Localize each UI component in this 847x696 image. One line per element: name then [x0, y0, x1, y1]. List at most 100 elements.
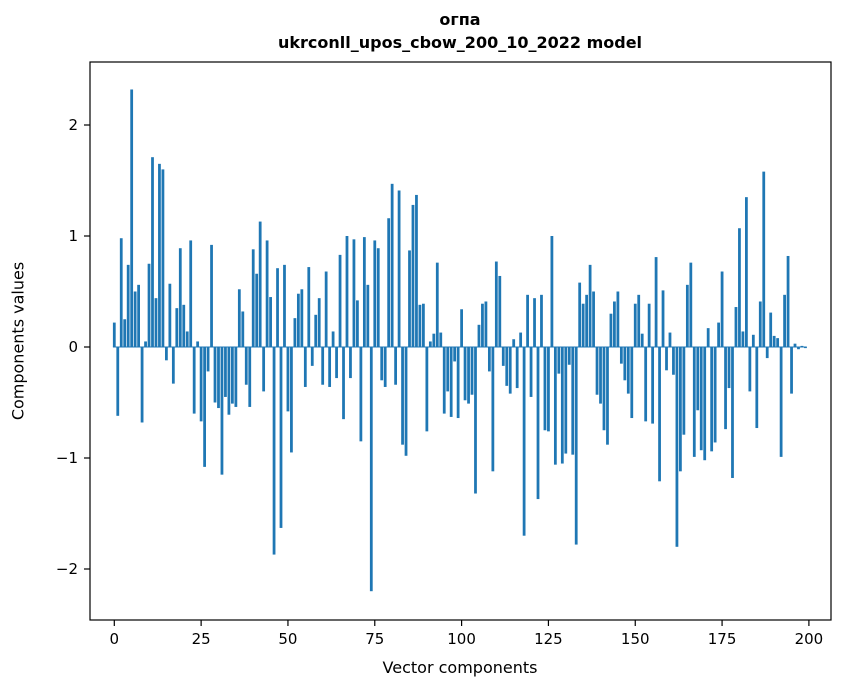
bar	[779, 347, 783, 457]
bar	[793, 343, 797, 347]
bar	[366, 284, 370, 347]
bar	[467, 347, 470, 404]
bar	[383, 347, 387, 387]
y-tick-label: 1	[68, 227, 78, 245]
bar	[460, 309, 463, 347]
bar	[637, 294, 641, 347]
bar	[130, 89, 134, 347]
bar	[255, 273, 259, 347]
bar	[258, 221, 262, 347]
bar	[769, 312, 773, 347]
bar	[515, 347, 519, 389]
bar	[616, 291, 620, 347]
bar	[453, 347, 457, 362]
bar	[585, 294, 589, 347]
x-axis-label: Vector components	[382, 658, 538, 677]
bar	[501, 347, 505, 366]
bar	[613, 301, 616, 347]
bar	[175, 308, 179, 347]
bar	[672, 347, 675, 375]
bar	[158, 163, 161, 347]
bar	[265, 240, 269, 347]
bar	[553, 347, 557, 465]
bar	[397, 190, 401, 347]
bar	[470, 347, 474, 395]
bar	[578, 282, 582, 347]
bar	[668, 332, 672, 347]
bar	[442, 347, 446, 414]
y-tick-label: −2	[56, 560, 78, 578]
bar	[269, 297, 272, 347]
bar	[529, 347, 533, 397]
bar	[661, 290, 665, 347]
bar	[394, 347, 397, 385]
bar	[203, 347, 206, 467]
bar	[564, 347, 568, 454]
bar	[418, 304, 422, 347]
bar	[710, 347, 714, 452]
bar	[449, 347, 453, 417]
bar	[772, 335, 776, 347]
bar	[734, 307, 738, 347]
bar	[547, 347, 550, 432]
bar	[665, 347, 668, 371]
bar	[279, 347, 283, 528]
bar	[651, 347, 655, 424]
bar	[491, 347, 495, 472]
bar	[540, 294, 543, 347]
bar	[571, 347, 575, 455]
bar	[703, 347, 707, 461]
bar	[592, 291, 595, 347]
bar	[713, 347, 717, 443]
plot-spines	[89, 61, 832, 621]
bar	[237, 289, 241, 347]
x-tick-label: 150	[621, 630, 650, 648]
bar	[804, 347, 807, 349]
bar	[494, 261, 498, 347]
bar	[633, 303, 637, 347]
bar	[435, 262, 439, 347]
bars-group	[112, 89, 807, 592]
bar	[658, 347, 661, 482]
bar	[557, 347, 561, 374]
bar	[369, 347, 373, 592]
x-tick-label: 75	[365, 630, 384, 648]
bar	[640, 333, 644, 347]
x-tick-label: 200	[795, 630, 824, 648]
bar	[144, 341, 147, 347]
bar	[428, 341, 432, 347]
bar	[758, 301, 762, 347]
bar	[790, 347, 793, 394]
ticks-group: 0 25 50 75 100 125 150 175 200 −2 −1 0 1 2	[56, 116, 823, 648]
bar	[762, 171, 766, 347]
bar	[776, 338, 780, 347]
bar	[731, 347, 734, 478]
bar	[738, 228, 741, 347]
bar	[331, 331, 335, 347]
y-tick-label: 0	[68, 338, 78, 356]
bar	[748, 347, 752, 392]
bar	[432, 333, 436, 347]
x-tick-label: 100	[447, 630, 476, 648]
bar	[126, 264, 130, 347]
bar	[137, 284, 140, 347]
bar	[682, 347, 686, 435]
chart-title-model: ukrconll_upos_cbow_200_10_2022 model	[277, 33, 643, 52]
bar	[182, 304, 186, 347]
bar	[800, 345, 804, 347]
bar	[206, 347, 210, 372]
bar	[185, 331, 189, 347]
bar	[296, 293, 300, 347]
bar	[567, 347, 571, 365]
bar	[422, 303, 425, 347]
bar	[477, 324, 481, 347]
bar	[685, 284, 689, 347]
bar	[783, 294, 786, 347]
bar	[797, 347, 800, 350]
bar	[244, 347, 248, 385]
bar	[147, 263, 151, 347]
bar	[189, 240, 193, 347]
bar	[526, 294, 529, 347]
